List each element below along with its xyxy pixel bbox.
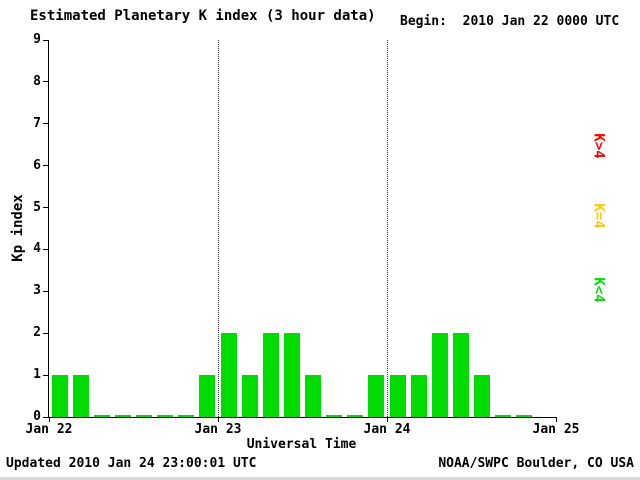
x-tick-mark (48, 417, 50, 422)
y-tick-mark (43, 207, 49, 209)
day-boundary-gridline (218, 40, 219, 417)
kp-bar (326, 415, 343, 417)
y-tick-mark (43, 332, 49, 334)
kp-bar (495, 415, 512, 417)
kp-bar (347, 415, 364, 417)
chart-title: Estimated Planetary K index (3 hour data… (30, 8, 376, 24)
y-tick-mark (43, 123, 49, 125)
y-tick-label: 7 (33, 115, 41, 131)
y-tick-mark (43, 248, 49, 250)
x-tick-mark (217, 417, 219, 422)
kp-bar (431, 333, 448, 417)
y-tick-label: 2 (33, 325, 41, 341)
y-tick-label: 9 (33, 32, 41, 47)
day-boundary-gridline (387, 40, 388, 417)
kp-bar (178, 415, 195, 417)
kp-bar (452, 333, 469, 417)
legend-label: K>4 (590, 133, 607, 159)
kp-bar (368, 375, 385, 417)
x-tick-label: Jan 24 (363, 422, 411, 437)
begin-text: Begin: 2010 Jan 22 0000 UTC (400, 14, 620, 29)
kp-bar (136, 415, 153, 417)
y-tick-mark (43, 81, 49, 83)
x-tick-label: Jan 22 (25, 422, 73, 437)
kp-bar (516, 415, 533, 417)
credit-text: NOAA/SWPC Boulder, CO USA (438, 456, 634, 471)
bottom-border (0, 477, 640, 480)
y-tick-label: 0 (33, 409, 41, 424)
kp-bar (72, 375, 89, 417)
legend-mid: K=4 (586, 185, 612, 247)
legend-low: K<4 (586, 259, 612, 321)
y-tick-label: 3 (33, 283, 41, 299)
kp-bar (474, 375, 491, 417)
legend-label: K<4 (590, 277, 607, 303)
kp-bar (51, 375, 68, 417)
y-tick-label: 8 (33, 73, 41, 89)
x-tick-mark (386, 417, 388, 422)
y-tick-label: 5 (33, 199, 41, 215)
x-tick-mark (555, 417, 557, 422)
kp-bar (241, 375, 258, 417)
kp-bar (220, 333, 237, 417)
kp-bar (199, 375, 216, 417)
y-tick-mark (43, 374, 49, 376)
kp-bar (157, 415, 174, 417)
x-tick-label: Jan 23 (194, 422, 242, 437)
plot-area: 0 1 2 3 4 5 6 7 8 9 Jan 22 Jan 23 Jan 24 Jan 25 (26, 32, 580, 437)
x-axis-label: Universal Time (246, 437, 357, 452)
updated-text: Updated 2010 Jan 24 23:00:01 UTC (6, 456, 257, 471)
kp-bar (114, 415, 131, 417)
y-tick-label: 1 (33, 367, 41, 383)
y-tick-mark (43, 416, 49, 418)
kp-bar (389, 375, 406, 417)
y-tick-mark (43, 290, 49, 292)
kp-bar (305, 375, 322, 417)
y-tick-mark (43, 165, 49, 167)
kp-bar (283, 333, 300, 417)
y-tick-label: 6 (33, 157, 41, 173)
y-tick-label: 4 (33, 241, 41, 257)
x-tick-label: Jan 25 (532, 422, 580, 437)
legend-high: K>4 (586, 115, 612, 177)
y-tick-mark (43, 39, 49, 41)
kp-bar (93, 415, 110, 417)
kp-bar (262, 333, 279, 417)
kp-bar (410, 375, 427, 417)
legend-label: K=4 (590, 203, 607, 229)
